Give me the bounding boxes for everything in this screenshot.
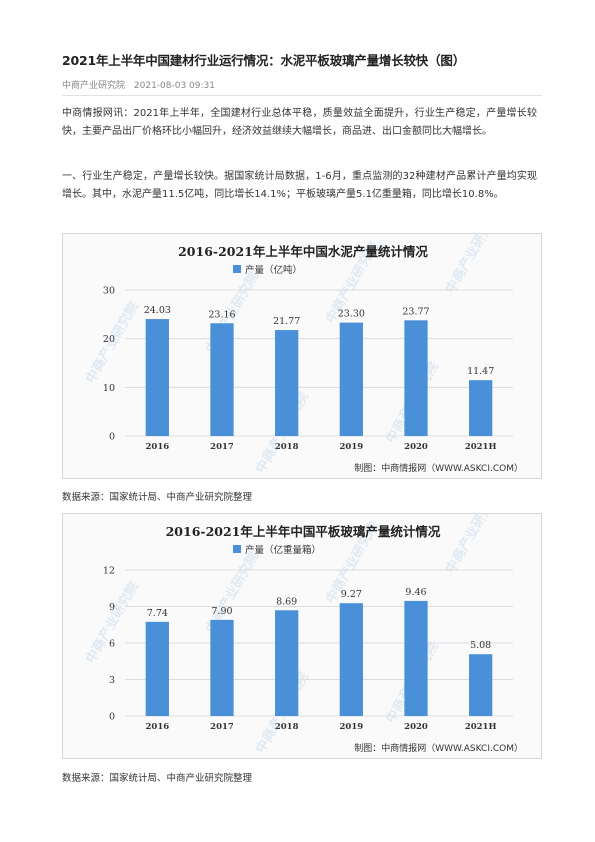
bar [145,621,169,716]
y-tick-label: 30 [103,286,115,297]
data-label: 7.90 [211,606,232,617]
chart-credit: 制图：中商情报网（WWW.ASKCI.COM） [354,462,523,474]
data-label: 21.77 [273,316,300,327]
watermark-text: 中商产业研究院 [443,234,502,296]
data-source-1: 数据来源：国家统计局、中商产业研究院整理 [62,492,253,503]
y-tick-label: 9 [109,602,115,613]
legend-label: 产量（亿吨） [245,264,302,276]
x-tick-label: 2020 [404,442,428,452]
bar [339,322,363,436]
article-title: 2021年上半年中国建材行业运行情况：水泥平板玻璃产量增长较快（图） [62,53,465,68]
data-source-2: 数据来源：国家统计局、中商产业研究院整理 [62,773,253,784]
bar [275,610,299,716]
section-paragraph: 一、行业生产稳定，产量增长较快。据国家统计局数据，1-6月，重点监测的32种建材… [62,171,537,200]
bar [404,600,428,716]
x-tick-label: 2021H [465,722,497,732]
data-label: 9.27 [341,589,362,600]
y-tick-label: 10 [103,383,115,394]
intro-paragraph: 中商情报网讯：2021年上半年，全国建材行业总体平稳，质量效益全面提升，行业生产… [62,108,537,137]
data-label: 23.30 [338,309,365,320]
cement-chart: 中商产业研究院中商产业研究院中商产业研究院中商产业研究院中商产业研究院中商产业研… [62,233,542,479]
bar [275,330,299,436]
x-tick-label: 2020 [404,722,428,732]
data-label: 9.46 [405,587,426,598]
legend-swatch [233,265,241,273]
data-label: 23.77 [402,306,429,317]
x-tick-label: 2016 [145,442,169,452]
data-label: 8.69 [276,596,297,607]
x-tick-label: 2016 [145,722,169,732]
y-tick-label: 6 [109,639,115,650]
bar [210,619,234,716]
data-label: 5.08 [470,640,491,651]
chart-title: 2016-2021年上半年中国平板玻璃产量统计情况 [166,524,441,539]
x-tick-label: 2021H [465,442,497,452]
bar [404,320,428,436]
legend-swatch [233,545,241,553]
glass-chart: 中商产业研究院中商产业研究院中商产业研究院中商产业研究院中商产业研究院中商产业研… [62,513,542,759]
y-tick-label: 12 [103,566,115,577]
y-tick-label: 3 [109,675,115,686]
glass-chart-svg: 中商产业研究院中商产业研究院中商产业研究院中商产业研究院中商产业研究院中商产业研… [83,514,523,756]
cement-chart-svg: 中商产业研究院中商产业研究院中商产业研究院中商产业研究院中商产业研究院中商产业研… [83,234,523,476]
data-label: 24.03 [144,305,171,316]
data-label: 11.47 [467,366,494,377]
article-source[interactable]: 中商产业研究院 [62,81,126,91]
x-tick-label: 2017 [210,722,234,732]
bar [339,603,363,716]
chart-title: 2016-2021年上半年中国水泥产量统计情况 [178,244,428,259]
x-tick-label: 2019 [339,722,363,732]
bar [469,654,493,716]
x-tick-label: 2018 [275,722,299,732]
x-tick-label: 2017 [210,442,234,452]
bar [469,380,493,436]
x-tick-label: 2018 [275,442,299,452]
x-tick-label: 2019 [339,442,363,452]
bar [210,323,234,436]
chart-credit: 制图：中商情报网（WWW.ASKCI.COM） [354,742,523,754]
data-label: 7.74 [147,608,168,619]
title-divider [62,95,542,96]
y-tick-label: 20 [103,334,115,345]
y-tick-label: 0 [109,432,115,443]
article-date: 2021-08-03 09:31 [133,81,215,91]
bar [145,319,169,436]
watermark-text: 中商产业研究院 [443,514,502,576]
watermark-text: 中商产业研究院 [83,579,142,666]
y-tick-label: 0 [109,712,115,723]
legend-label: 产量（亿重量箱） [245,544,321,556]
data-label: 23.16 [208,309,235,320]
article-meta: 中商产业研究院 2021-08-03 09:31 [62,78,215,91]
